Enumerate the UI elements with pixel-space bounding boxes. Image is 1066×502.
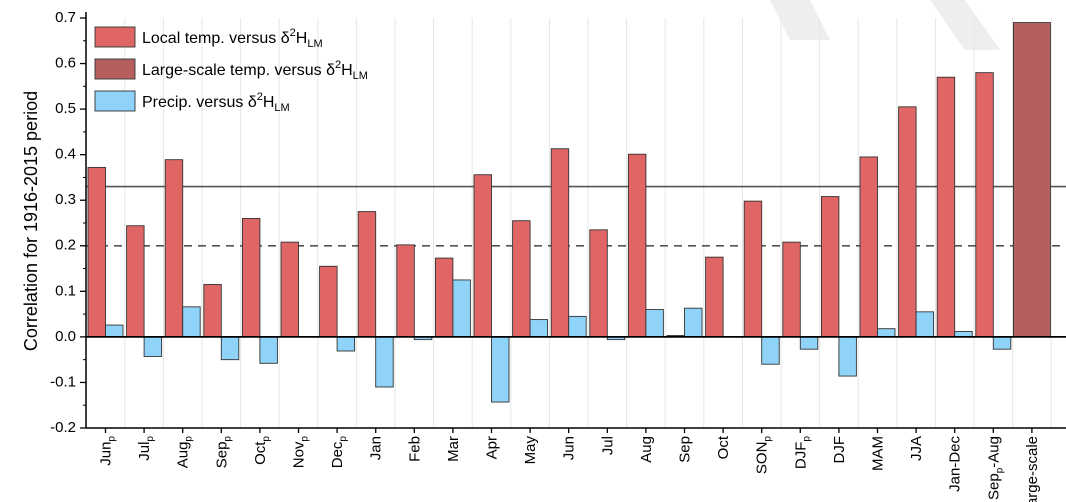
y-tick-label: 0.5 <box>55 100 76 117</box>
x-tick-label: Aug <box>638 436 655 463</box>
x-tick-label: Octp <box>252 436 272 465</box>
x-tick-label: DJF <box>831 436 848 464</box>
x-tick-label: DJFp <box>792 436 812 470</box>
watermark-decoration <box>770 0 1000 50</box>
bar-local-temp <box>705 256 724 338</box>
bar-local-temp <box>203 284 222 338</box>
legend-label: Precip. versus δ2HLM <box>142 91 290 114</box>
bar-large-scale-temp <box>1012 22 1051 338</box>
bar-precip <box>491 336 510 403</box>
bar-precip <box>915 311 935 338</box>
y-tick-label: -0.1 <box>50 373 76 390</box>
bar-local-temp <box>434 257 454 338</box>
bar-local-temp <box>936 76 956 338</box>
bar-local-temp <box>975 72 994 338</box>
bar-local-temp <box>473 174 492 338</box>
y-tick-label: 0.7 <box>55 9 76 26</box>
bars <box>87 22 1051 403</box>
x-tick-label: Jan-Dec <box>947 436 964 492</box>
x-tick-label: Decp <box>329 436 349 469</box>
bar-local-temp <box>241 217 261 338</box>
x-tick-label: Novp <box>291 436 311 469</box>
bar-local-temp <box>898 106 917 338</box>
x-tick-label: Augp <box>175 436 195 469</box>
bar-precip <box>143 336 163 357</box>
y-tick-label: 0.1 <box>55 282 76 299</box>
x-tick-label: Junp <box>98 436 118 466</box>
y-tick-label: 0.3 <box>55 191 76 208</box>
x-tick-label: Feb <box>406 436 423 462</box>
x-tick-label: large-scale <box>1024 436 1041 502</box>
bar-local-temp <box>319 265 338 338</box>
x-tick-label: Mar <box>445 436 462 462</box>
x-tick-label: MAM <box>870 436 887 471</box>
bar-local-temp <box>164 159 184 338</box>
x-tick-label: May <box>522 436 539 465</box>
bar-precip <box>838 336 857 377</box>
bar-local-temp <box>627 153 647 338</box>
x-tick-label: Julp <box>136 436 156 461</box>
x-tick-label: Jun <box>561 436 578 460</box>
bar-precip <box>877 328 896 338</box>
bar-local-temp <box>396 244 415 338</box>
x-tick-label: Sepp-Aug <box>985 436 1005 500</box>
x-tick-label: Jan <box>368 436 385 460</box>
y-tick-label: -0.2 <box>50 419 76 436</box>
bar-precip <box>220 336 240 361</box>
bar-precip <box>182 306 201 338</box>
legend-label: Local temp. versus δ2HLM <box>142 27 323 50</box>
y-tick-label: 0.4 <box>55 146 76 163</box>
x-tick-label: SONp <box>754 436 774 475</box>
bar-precip <box>105 324 124 338</box>
x-tick-label: Jul <box>599 436 616 455</box>
bar-local-temp <box>589 229 608 338</box>
x-tick-label: Oct <box>715 435 732 459</box>
bar-local-temp <box>859 156 878 338</box>
legend-label: Large-scale temp. versus δ2HLM <box>142 59 368 82</box>
axes: -0.2 -0.1 0.0 0.1 0.2 0.3 0.4 0.5 0.6 0.7 Junp Julp… <box>50 9 1066 502</box>
y-tick-label: 0.2 <box>55 237 76 254</box>
bar-precip <box>375 336 394 388</box>
bar-precip <box>684 307 703 338</box>
bar-precip <box>529 319 549 338</box>
bar-precip <box>452 279 471 338</box>
reference-lines <box>86 185 1066 247</box>
legend-swatch <box>94 26 136 48</box>
x-tick-label: Sepp <box>213 436 233 469</box>
bar-local-temp <box>126 225 145 338</box>
bar-local-temp <box>820 196 840 338</box>
y-tick-label: 0.0 <box>55 328 76 345</box>
x-tick-label: Apr <box>484 436 501 459</box>
x-tick-label: JJA <box>908 436 925 461</box>
x-tick-label: Sep <box>677 436 694 463</box>
y-axis-title: Correlation for 1916-2015 period <box>21 91 41 351</box>
legend-swatch <box>94 90 136 112</box>
bar-local-temp <box>280 241 299 338</box>
bar-precip <box>799 336 819 350</box>
bar-local-temp <box>357 211 377 338</box>
bar-local-temp <box>550 148 570 338</box>
bar-precip <box>568 315 587 338</box>
y-tick-label: 0.6 <box>55 55 76 72</box>
bar-precip <box>259 336 278 364</box>
legend: Local temp. versus δ2HLM Large-scale temp… <box>94 26 368 114</box>
bar-precip <box>761 336 780 365</box>
bar-local-temp <box>512 220 531 338</box>
bar-precip <box>992 336 1012 350</box>
bar-local-temp <box>87 166 106 338</box>
bar-local-temp <box>743 200 763 338</box>
bar-local-temp <box>782 241 801 338</box>
grid-lines <box>85 18 1052 428</box>
bar-precip <box>645 309 664 338</box>
legend-swatch <box>94 58 136 80</box>
bar-precip <box>336 336 356 352</box>
